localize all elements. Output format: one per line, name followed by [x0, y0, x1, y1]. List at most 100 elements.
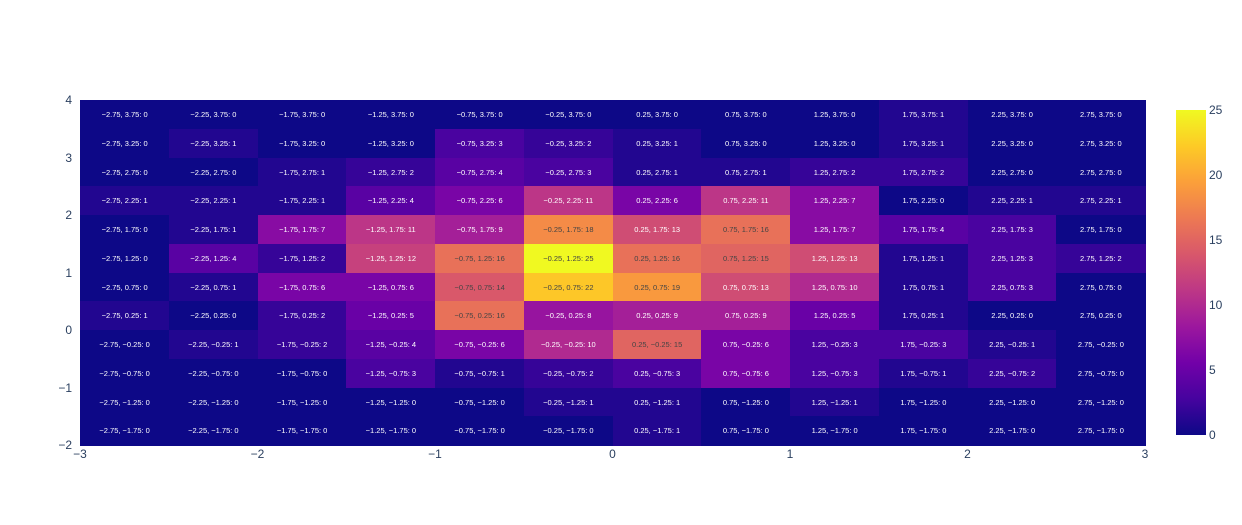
- heatmap-cell[interactable]: 0.25, 3.25: 1: [612, 128, 702, 158]
- heatmap-cell[interactable]: −0.75, 3.25: 3: [435, 128, 525, 158]
- heatmap-cell[interactable]: −0.25, 3.75: 0: [523, 100, 613, 130]
- heatmap-cell[interactable]: −0.75, 0.25: 16: [435, 301, 525, 331]
- heatmap-cell[interactable]: −1.75, −1.75: 0: [257, 416, 347, 446]
- heatmap-cell[interactable]: 2.75, 2.25: 1: [1056, 186, 1146, 216]
- heatmap-cell[interactable]: 1.25, 0.75: 10: [790, 272, 880, 302]
- heatmap-cell[interactable]: 1.25, −1.25: 1: [790, 387, 880, 417]
- heatmap-cell[interactable]: −1.25, 1.75: 11: [346, 215, 436, 245]
- heatmap-cell[interactable]: 1.75, −0.75: 1: [878, 358, 968, 388]
- heatmap-cell[interactable]: −1.25, 2.25: 4: [346, 186, 436, 216]
- heatmap-cell[interactable]: −0.75, −1.25: 0: [435, 387, 525, 417]
- heatmap-cell[interactable]: 1.25, 3.25: 0: [790, 128, 880, 158]
- heatmap-cell[interactable]: 0.75, 3.75: 0: [701, 100, 791, 130]
- heatmap-cell[interactable]: 0.75, 2.25: 11: [701, 186, 791, 216]
- heatmap-cell[interactable]: 1.75, 2.75: 2: [878, 157, 968, 187]
- heatmap-cell[interactable]: 2.75, 2.75: 0: [1056, 157, 1146, 187]
- heatmap-cell[interactable]: 2.75, 1.75: 0: [1056, 215, 1146, 245]
- heatmap-cell[interactable]: −0.25, −1.25: 1: [523, 387, 613, 417]
- heatmap-cell[interactable]: 0.75, −0.75: 6: [701, 358, 791, 388]
- heatmap-cell[interactable]: −2.25, 2.75: 0: [168, 157, 258, 187]
- heatmap-cell[interactable]: −0.75, −0.25: 6: [435, 330, 525, 360]
- heatmap-cell[interactable]: −1.75, 2.25: 1: [257, 186, 347, 216]
- heatmap-cell[interactable]: 1.75, 3.75: 1: [878, 100, 968, 130]
- heatmap-cell[interactable]: −0.75, 0.75: 14: [435, 272, 525, 302]
- heatmap-cell[interactable]: 2.25, 1.25: 3: [967, 243, 1057, 273]
- heatmap-cell[interactable]: −0.25, 3.25: 2: [523, 128, 613, 158]
- heatmap-cell[interactable]: 1.25, −1.75: 0: [790, 416, 880, 446]
- heatmap-cell[interactable]: 2.75, −0.75: 0: [1056, 358, 1146, 388]
- heatmap-cell[interactable]: 2.25, 1.75: 3: [967, 215, 1057, 245]
- heatmap-cell[interactable]: 1.75, 3.25: 1: [878, 128, 968, 158]
- heatmap-cell[interactable]: 2.25, 0.25: 0: [967, 301, 1057, 331]
- heatmap-cell[interactable]: 2.75, −0.25: 0: [1056, 330, 1146, 360]
- heatmap-cell[interactable]: 0.75, −0.25: 6: [701, 330, 791, 360]
- heatmap-cell[interactable]: −2.75, −0.25: 0: [80, 330, 170, 360]
- heatmap-cell[interactable]: −1.75, 1.75: 7: [257, 215, 347, 245]
- heatmap-cell[interactable]: 1.75, 2.25: 0: [878, 186, 968, 216]
- heatmap-cell[interactable]: 2.75, 1.25: 2: [1056, 243, 1146, 273]
- heatmap-cell[interactable]: −1.75, 1.25: 2: [257, 243, 347, 273]
- heatmap-cell[interactable]: −2.75, 2.75: 0: [80, 157, 170, 187]
- heatmap-cell[interactable]: −1.25, −1.75: 0: [346, 416, 436, 446]
- heatmap-cell[interactable]: −2.75, −1.75: 0: [80, 416, 170, 446]
- heatmap-cell[interactable]: −2.75, 0.25: 1: [80, 301, 170, 331]
- heatmap-cell[interactable]: 1.25, 2.75: 2: [790, 157, 880, 187]
- heatmap-cell[interactable]: 1.25, 2.25: 7: [790, 186, 880, 216]
- heatmap-cell[interactable]: −1.25, −1.25: 0: [346, 387, 436, 417]
- heatmap-cell[interactable]: −0.25, 0.25: 8: [523, 301, 613, 331]
- heatmap-cell[interactable]: −2.75, 1.75: 0: [80, 215, 170, 245]
- heatmap-cell[interactable]: −2.25, −1.25: 0: [168, 387, 258, 417]
- heatmap-cell[interactable]: −1.25, 3.25: 0: [346, 128, 436, 158]
- heatmap-cell[interactable]: −0.25, 2.25: 11: [523, 186, 613, 216]
- heatmap-cell[interactable]: 2.75, −1.75: 0: [1056, 416, 1146, 446]
- heatmap-cell[interactable]: −1.25, −0.75: 3: [346, 358, 436, 388]
- heatmap-cell[interactable]: −2.25, −0.75: 0: [168, 358, 258, 388]
- heatmap-cell[interactable]: 2.75, 0.75: 0: [1056, 272, 1146, 302]
- heatmap-cell[interactable]: 0.25, 0.25: 9: [612, 301, 702, 331]
- heatmap-cell[interactable]: −1.25, −0.25: 4: [346, 330, 436, 360]
- heatmap-cell[interactable]: 2.75, 3.75: 0: [1056, 100, 1146, 130]
- heatmap-cell[interactable]: −1.25, 1.25: 12: [346, 243, 436, 273]
- heatmap-cell[interactable]: 0.25, 0.75: 19: [612, 272, 702, 302]
- heatmap-cell[interactable]: 1.75, 0.25: 1: [878, 301, 968, 331]
- heatmap-plot-area[interactable]: −2.75, 3.75: 0 −2.25, 3.75: 0 −1.75, 3.75:…: [80, 100, 1146, 446]
- heatmap-cell[interactable]: 1.75, 0.75: 1: [878, 272, 968, 302]
- heatmap-cell[interactable]: −1.75, 2.75: 1: [257, 157, 347, 187]
- heatmap-cell[interactable]: −0.25, −1.75: 0: [523, 416, 613, 446]
- heatmap-cell[interactable]: 1.25, −0.75: 3: [790, 358, 880, 388]
- heatmap-cell[interactable]: −2.25, 2.25: 1: [168, 186, 258, 216]
- heatmap-cell[interactable]: −0.25, −0.25: 10: [523, 330, 613, 360]
- heatmap-cell[interactable]: 2.25, −0.25: 1: [967, 330, 1057, 360]
- heatmap-cell[interactable]: 1.75, 1.75: 4: [878, 215, 968, 245]
- heatmap-cell[interactable]: 2.25, −1.75: 0: [967, 416, 1057, 446]
- heatmap-cell[interactable]: −2.75, 2.25: 1: [80, 186, 170, 216]
- heatmap-cell[interactable]: −0.75, 2.25: 6: [435, 186, 525, 216]
- heatmap-cell[interactable]: −1.75, 0.25: 2: [257, 301, 347, 331]
- heatmap-cell[interactable]: 0.25, −1.75: 1: [612, 416, 702, 446]
- heatmap-cell[interactable]: −1.25, 3.75: 0: [346, 100, 436, 130]
- heatmap-cell[interactable]: 2.25, 3.75: 0: [967, 100, 1057, 130]
- heatmap-cell[interactable]: −2.25, 3.75: 0: [168, 100, 258, 130]
- heatmap-cell[interactable]: −0.25, −0.75: 2: [523, 358, 613, 388]
- heatmap-cell[interactable]: 1.25, −0.25: 3: [790, 330, 880, 360]
- heatmap-cell[interactable]: −2.75, −1.25: 0: [80, 387, 170, 417]
- heatmap-cell[interactable]: 0.75, 1.75: 16: [701, 215, 791, 245]
- heatmap-cell[interactable]: −1.75, 3.75: 0: [257, 100, 347, 130]
- heatmap-cell[interactable]: −1.75, −0.25: 2: [257, 330, 347, 360]
- heatmap-cell[interactable]: 2.75, −1.25: 0: [1056, 387, 1146, 417]
- heatmap-cell[interactable]: −1.75, −1.25: 0: [257, 387, 347, 417]
- heatmap-cell[interactable]: −0.25, 1.25: 25: [523, 243, 613, 273]
- heatmap-cell[interactable]: −0.75, −1.75: 0: [435, 416, 525, 446]
- heatmap-cell[interactable]: 1.75, −0.25: 3: [878, 330, 968, 360]
- heatmap-cell[interactable]: −2.75, 1.25: 0: [80, 243, 170, 273]
- heatmap-cell[interactable]: 0.75, −1.75: 0: [701, 416, 791, 446]
- heatmap-cell[interactable]: 1.25, 0.25: 5: [790, 301, 880, 331]
- heatmap-cell[interactable]: 2.25, 3.25: 0: [967, 128, 1057, 158]
- heatmap-cell[interactable]: 0.75, 3.25: 0: [701, 128, 791, 158]
- heatmap-cell[interactable]: −2.25, 1.75: 1: [168, 215, 258, 245]
- heatmap-cell[interactable]: 2.25, −0.75: 2: [967, 358, 1057, 388]
- heatmap-cell[interactable]: 2.75, 3.25: 0: [1056, 128, 1146, 158]
- heatmap-cell[interactable]: 0.25, 2.25: 6: [612, 186, 702, 216]
- heatmap-cell[interactable]: −2.75, 3.25: 0: [80, 128, 170, 158]
- heatmap-cell[interactable]: −0.75, −0.75: 1: [435, 358, 525, 388]
